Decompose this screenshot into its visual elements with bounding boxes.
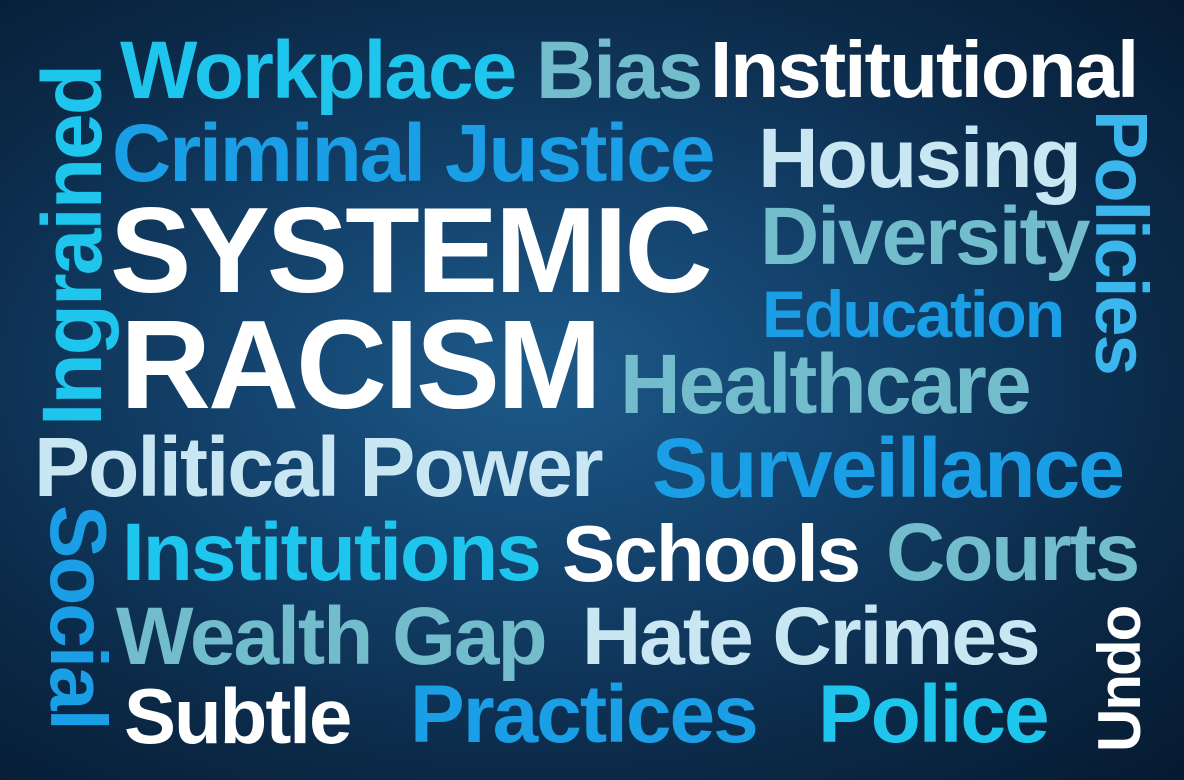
word-healthcare: Healthcare: [620, 337, 1032, 431]
word-education: Education: [762, 277, 1065, 351]
word-racism: RACISM: [120, 294, 602, 435]
word-courts: Courts: [886, 507, 1140, 598]
word-police: Police: [818, 669, 1050, 760]
word-hate-crimes: Hate Crimes: [582, 591, 1041, 682]
word-institutional: Institutional: [710, 25, 1139, 114]
word-systemic: SYSTEMIC: [110, 182, 713, 318]
word-workplace: Workplace: [120, 25, 517, 116]
word-policies: Policies: [1080, 110, 1163, 374]
word-schools: Schools: [562, 509, 861, 598]
word-housing: Housing: [758, 111, 1082, 205]
word-wealth-gap: Wealth Gap: [116, 591, 548, 682]
word-undo: Undo: [1086, 606, 1153, 752]
word-social: Social: [34, 505, 123, 729]
word-political-power: Political Power: [34, 420, 604, 514]
word-surveillance: Surveillance: [652, 421, 1125, 515]
word-bias: Bias: [536, 25, 703, 116]
word-institutions: Institutions: [122, 507, 542, 598]
word-ingrained: Ingrained: [25, 65, 119, 426]
word-diversity: Diversity: [760, 191, 1090, 282]
word-practices: Practices: [410, 669, 759, 760]
word-criminal-justice: Criminal Justice: [112, 108, 715, 199]
word-subtle: Subtle: [124, 672, 352, 760]
